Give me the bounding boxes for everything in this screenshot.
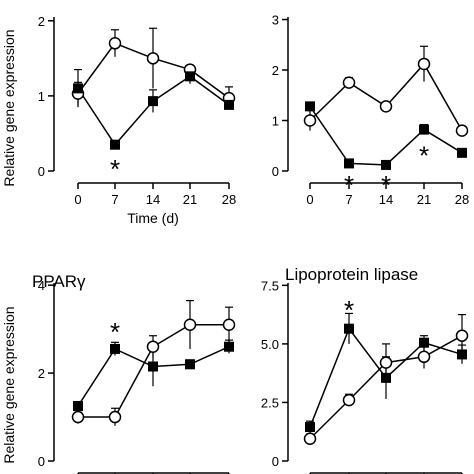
y-tick-label: 0 [38,164,45,179]
open-circle-point [303,114,317,127]
x-tick-label: 21 [417,192,431,207]
panel-4: 02.55.07.507142128Lipoprotein lipase* [261,265,469,474]
y-tick-label: 2 [38,14,45,29]
open-circle-point [108,37,122,50]
y-axis-title-bottom: Relative gene expression [1,306,17,463]
filled-square-point [148,361,158,372]
significance-asterisk: * [344,170,354,200]
filled-square-point [457,147,467,158]
panel-2: 0 1 2 3 0 7 14 21 28 * * * [272,13,469,207]
filled-square-point [224,99,234,110]
x-tick-label: 7 [111,192,118,207]
x-axis-title: Time (d) [127,210,179,226]
filled-square-point [344,158,354,169]
open-circle-point [146,52,160,65]
filled-square-point [110,139,120,150]
y-tick-label: 1 [272,114,279,129]
x-tick-label: 28 [455,192,469,207]
x-tick-label: 21 [183,192,197,207]
x-tick-label: 14 [379,192,393,207]
significance-asterisk: * [419,140,429,170]
open-circle-point [108,410,122,424]
open-circle-point [342,76,356,89]
y-tick-label: 5.0 [261,337,279,352]
y-tick-label: 2 [272,63,279,78]
open-circle-point [417,57,431,71]
y-tick-label: 3 [272,13,279,28]
open-circle-point [222,318,236,332]
open-circle-point [303,432,317,445]
filled-square-point [381,372,391,383]
open-circle-point [71,410,85,424]
open-circle-point [342,393,356,407]
open-circle-point [417,350,431,364]
open-circle-point [146,340,160,353]
significance-asterisk: * [344,295,354,325]
filled-square-point [224,341,234,352]
filled-square-point [73,401,83,412]
x-tick-label: 28 [222,192,236,207]
panel-1: 0 1 2 0 7 14 21 28 * [38,14,236,207]
y-tick-label: 1 [38,89,45,104]
x-tick-label: 7 [345,192,352,207]
open-circle-point [455,124,469,137]
x-tick-label: 0 [306,192,313,207]
filled-square-point [185,359,195,370]
filled-square-point [185,71,195,82]
filled-square-point [110,343,120,354]
y-tick-label: 7.5 [261,278,279,293]
filled-square-point [148,96,158,107]
panel-title: Lipoprotein lipase [285,265,418,284]
series-line-filled-square [309,105,463,166]
significance-asterisk: * [381,170,391,200]
filled-square-point [419,337,429,348]
significance-asterisk: * [110,154,120,184]
x-tick-label: 0 [74,192,81,207]
y-tick-label: 2 [38,366,45,381]
y-axis-title-top: Relative gene expression [1,29,17,186]
filled-square-point [457,349,467,360]
filled-square-point [419,124,429,135]
y-tick-label: 4 [38,278,45,293]
y-tick-label: 2.5 [261,395,279,410]
filled-square-point [344,323,354,334]
filled-square-point [305,422,315,433]
panel-3: 02407142128PPARγ* [32,272,236,474]
y-tick-label: 0 [272,164,279,179]
panel-title: PPARγ [32,272,86,291]
y-tick-label: 0 [272,454,279,469]
open-circle-point [183,318,197,332]
x-tick-label: 14 [146,192,160,207]
open-circle-point [379,100,393,113]
open-circle-point [455,329,469,342]
filled-square-point [305,101,315,112]
significance-asterisk: * [110,317,120,347]
y-tick-label: 0 [38,454,45,469]
filled-square-point [381,159,391,170]
open-circle-point [379,356,393,369]
filled-square-point [73,83,83,94]
series-line-open-circle [309,62,463,131]
